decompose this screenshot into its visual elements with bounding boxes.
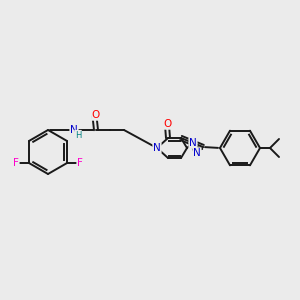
Text: N: N (189, 138, 197, 148)
Text: O: O (163, 119, 171, 129)
Text: F: F (77, 158, 83, 168)
Text: N: N (70, 125, 78, 135)
Text: N: N (193, 148, 201, 158)
Text: F: F (13, 158, 19, 168)
Text: O: O (92, 110, 100, 120)
Text: H: H (75, 130, 81, 140)
Text: N: N (153, 143, 161, 153)
